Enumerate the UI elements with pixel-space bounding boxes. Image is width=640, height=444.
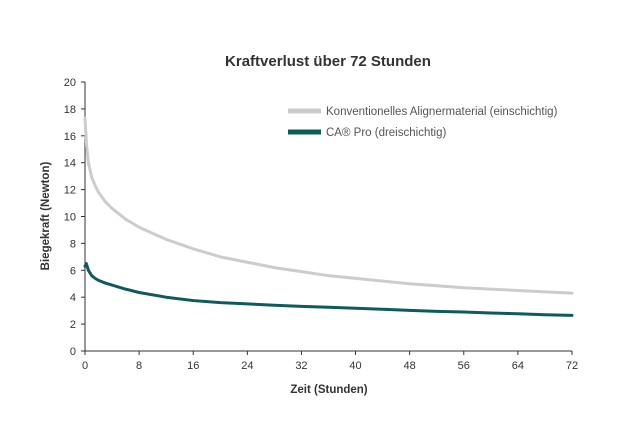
y-axis-label: Biegekraft (Newton) (40, 162, 52, 271)
y-tick-label: 20 (64, 77, 76, 89)
x-tick-label: 32 (295, 360, 307, 372)
y-tick-label: 14 (64, 158, 76, 170)
y-axis-ticks: 0 2 4 6 8 10 12 14 16 18 20 (64, 77, 85, 358)
series-lines (83, 116, 574, 317)
x-axis-ticks: 0 8 16 24 32 40 48 56 64 72 (82, 351, 578, 372)
y-tick-label: 8 (70, 238, 76, 250)
y-tick-label: 4 (70, 292, 76, 304)
y-tick-label: 0 (70, 346, 76, 358)
x-tick-label: 0 (82, 360, 88, 372)
y-tick-label: 12 (64, 185, 76, 197)
series-line-1 (83, 116, 574, 295)
x-tick-label: 8 (136, 360, 142, 372)
x-tick-label: 72 (566, 360, 578, 372)
x-tick-label: 64 (512, 360, 524, 372)
x-tick-label: 40 (349, 360, 361, 372)
x-tick-label: 48 (404, 360, 416, 372)
legend: Konventionelles Alignermaterial (einschi… (288, 106, 558, 139)
y-tick-label: 2 (70, 319, 76, 331)
legend-label-2: CA® Pro (dreischichtig) (326, 127, 446, 139)
series-line-2 (83, 262, 574, 317)
x-tick-label: 56 (458, 360, 470, 372)
y-tick-label: 6 (70, 265, 76, 277)
x-tick-label: 24 (241, 360, 253, 372)
x-axis-label: Zeit (Stunden) (290, 384, 367, 396)
x-tick-label: 16 (187, 360, 199, 372)
y-tick-label: 18 (64, 104, 76, 116)
legend-label-1: Konventionelles Alignermaterial (einschi… (326, 106, 558, 118)
chart-title: Kraftverlust über 72 Stunden (225, 53, 431, 70)
y-tick-label: 10 (64, 212, 76, 224)
y-tick-label: 16 (64, 131, 76, 143)
